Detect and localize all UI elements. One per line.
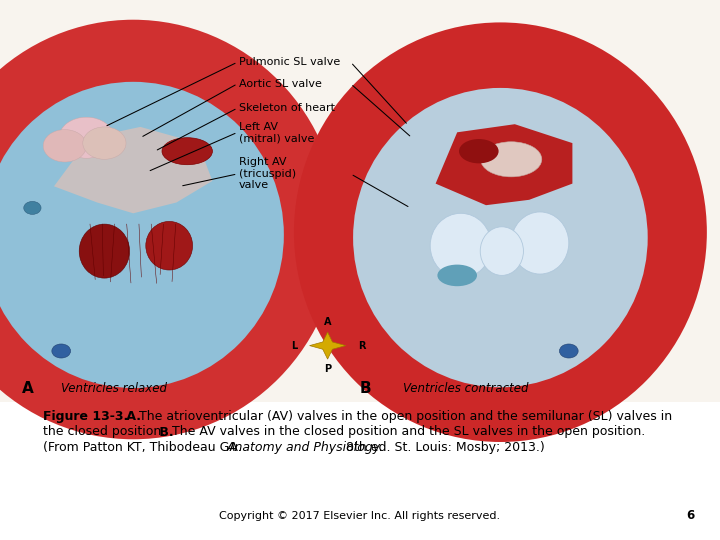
- Ellipse shape: [22, 116, 245, 343]
- Text: A.: A.: [122, 410, 141, 423]
- Text: Anatomy and Physiology.: Anatomy and Physiology.: [227, 441, 384, 454]
- Ellipse shape: [79, 224, 130, 278]
- Text: P: P: [324, 364, 331, 374]
- Text: Ventricles relaxed: Ventricles relaxed: [61, 382, 167, 395]
- Text: The AV valves in the closed position and the SL valves in the open position.: The AV valves in the closed position and…: [168, 426, 645, 438]
- Text: Pulmonic SL valve: Pulmonic SL valve: [239, 57, 341, 67]
- Text: L: L: [291, 341, 297, 350]
- Polygon shape: [54, 127, 212, 213]
- Ellipse shape: [480, 227, 523, 275]
- Text: 8th ed. St. Louis: Mosby; 2013.): 8th ed. St. Louis: Mosby; 2013.): [342, 441, 545, 454]
- Ellipse shape: [294, 23, 707, 442]
- Ellipse shape: [511, 212, 569, 274]
- Text: B: B: [360, 381, 372, 396]
- Ellipse shape: [481, 141, 541, 177]
- Text: R: R: [358, 341, 365, 350]
- FancyBboxPatch shape: [0, 0, 720, 402]
- Text: 6: 6: [687, 509, 695, 522]
- Ellipse shape: [145, 221, 193, 270]
- Ellipse shape: [353, 88, 648, 387]
- Circle shape: [59, 117, 114, 158]
- Text: A: A: [324, 318, 331, 327]
- Circle shape: [43, 130, 86, 162]
- Text: Left AV
(mitral) valve: Left AV (mitral) valve: [239, 122, 315, 143]
- Text: Right AV
(tricuspid)
valve: Right AV (tricuspid) valve: [239, 157, 296, 191]
- Text: Copyright © 2017 Elsevier Inc. All rights reserved.: Copyright © 2017 Elsevier Inc. All right…: [220, 511, 500, 521]
- Ellipse shape: [459, 139, 498, 163]
- Text: Figure 13-3.: Figure 13-3.: [43, 410, 128, 423]
- Ellipse shape: [0, 82, 284, 388]
- Ellipse shape: [0, 19, 340, 440]
- Ellipse shape: [389, 119, 612, 346]
- Ellipse shape: [18, 113, 248, 346]
- Text: Skeleton of heart: Skeleton of heart: [239, 103, 335, 113]
- Ellipse shape: [162, 138, 212, 165]
- Circle shape: [24, 201, 41, 214]
- Polygon shape: [436, 124, 572, 205]
- Text: Aortic SL valve: Aortic SL valve: [239, 79, 322, 89]
- Circle shape: [83, 127, 126, 159]
- Text: B.: B.: [155, 426, 174, 438]
- Text: (From Patton KT, Thibodeau GA.: (From Patton KT, Thibodeau GA.: [43, 441, 246, 454]
- Circle shape: [559, 344, 578, 358]
- Circle shape: [52, 344, 71, 358]
- Polygon shape: [310, 332, 346, 359]
- Text: the closed position.: the closed position.: [43, 426, 166, 438]
- Ellipse shape: [430, 213, 491, 278]
- Text: The atrioventricular (AV) valves in the open position and the semilunar (SL) val: The atrioventricular (AV) valves in the …: [135, 410, 672, 423]
- Ellipse shape: [438, 265, 477, 286]
- Text: Ventricles contracted: Ventricles contracted: [403, 382, 528, 395]
- Text: A: A: [22, 381, 33, 396]
